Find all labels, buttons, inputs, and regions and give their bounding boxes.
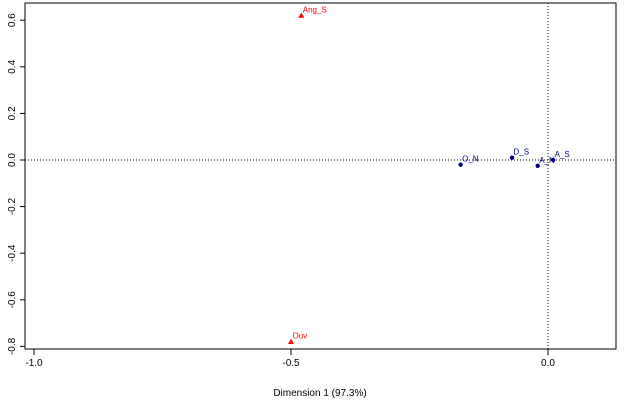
y-tick-label: 0.0 <box>7 153 18 167</box>
point-label: D_S <box>514 148 530 157</box>
x-tick-label: -1.0 <box>25 358 43 369</box>
y-tick-label: 0.4 <box>7 59 18 73</box>
point-label: Ouv <box>293 332 308 341</box>
point-d-s <box>509 155 515 160</box>
y-tick-label: -0.8 <box>7 337 18 355</box>
point-label: Ang_S <box>303 6 327 15</box>
y-tick-label: -0.6 <box>7 291 18 309</box>
y-tick-label: 0.6 <box>7 13 18 27</box>
y-tick-label: 0.2 <box>7 106 18 120</box>
y-tick-label: -0.2 <box>7 198 18 216</box>
point-label: A_N <box>539 156 555 165</box>
y-axis: -0.8 -0.6 -0.4 -0.2 0.0 0.2 0.4 0.6 <box>7 13 25 355</box>
point-ang-s <box>298 12 305 18</box>
point-ouv <box>288 338 294 344</box>
point-a-n <box>535 163 540 169</box>
point-label: O_N <box>462 155 479 164</box>
plot-frame <box>24 2 617 350</box>
y-tick-label: -0.4 <box>7 244 18 262</box>
point-label: A_S <box>555 150 570 159</box>
x-axis-title: Dimension 1 (97.3%) <box>273 388 366 399</box>
point-o-n <box>458 162 463 167</box>
x-tick-label: -0.5 <box>282 358 300 369</box>
x-axis: -1.0-0.50.00.51.0 <box>25 349 555 369</box>
x-tick-label: 0.0 <box>541 358 555 369</box>
point-a-s <box>550 157 556 163</box>
reference-lines <box>25 3 616 349</box>
